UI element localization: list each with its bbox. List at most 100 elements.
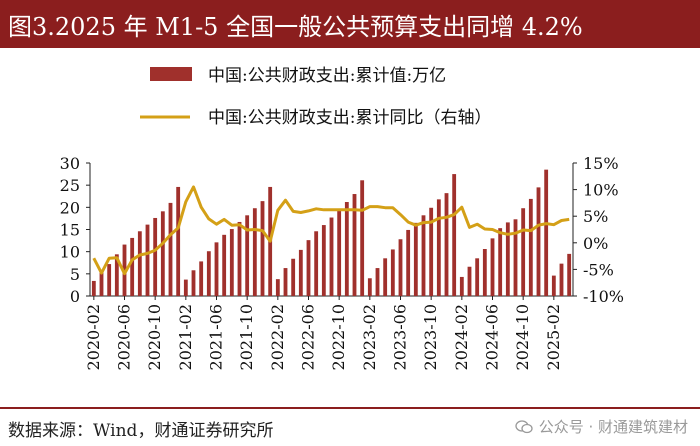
bar [153,217,158,296]
x-tick-label: 2024-06 [483,304,502,370]
bar [183,279,188,296]
x-tick-label: 2023-06 [391,304,410,370]
x-tick-label: 2020-02 [84,304,103,370]
bar [513,219,518,296]
bar [521,208,526,296]
bar [344,202,349,296]
axes: 0 5 10 15 20 25 30 -10% -5% 0% 5% 10% 15% 2020-02 2020… [60,154,624,370]
bar [429,207,434,296]
bar [206,251,211,296]
bar [283,268,288,296]
right-tick-label: 10% [583,181,619,200]
chart-title: 图3.2025 年 M1-5 全国一般公共预算支出同增 4.2% [8,13,583,41]
bar [329,217,334,296]
bar [137,231,142,296]
bar [222,234,227,296]
bar [360,180,365,296]
bar [375,268,380,296]
bar [160,211,165,296]
left-tick-label: 15 [60,221,80,240]
bar [551,275,556,296]
x-tick-label: 2022-10 [329,304,348,370]
bar [291,258,296,296]
bar [314,231,319,296]
bar [337,209,342,296]
right-tick-label: 15% [583,154,619,173]
bar [245,215,250,296]
bar [398,239,403,296]
bar [191,270,196,296]
bar [459,276,464,296]
x-tick-label: 2021-02 [176,304,195,370]
legend-bar-swatch [150,67,192,81]
bar [214,242,219,296]
bar [275,279,280,296]
left-tick-label: 0 [70,287,80,306]
bar [145,224,150,296]
bar [352,194,357,296]
bar [490,238,495,296]
bar [444,193,449,296]
bar [482,249,487,296]
bar [199,261,204,296]
x-tick-label: 2024-02 [452,304,471,370]
bar [229,229,234,296]
bar [306,240,311,296]
right-tick-label: -5% [583,260,614,279]
x-tick-label: 2023-10 [421,304,440,370]
wechat-icon [515,419,533,433]
x-tick-label: 2020-06 [115,304,134,370]
left-tick-label: 25 [60,176,80,195]
bar [467,266,472,296]
bar [367,278,372,296]
right-tick-label: 0% [583,234,608,253]
left-tick-label: 20 [60,198,80,217]
bar [436,199,441,296]
x-tick-label: 2022-02 [268,304,287,370]
bar [413,222,418,296]
bar [176,186,181,296]
bar [99,271,104,296]
x-tick-label: 2025-02 [544,304,563,370]
bar [421,215,426,296]
footer-divider [0,407,700,409]
bar [498,228,503,296]
bar [298,249,303,296]
bar [383,258,388,296]
bar [452,174,457,296]
left-tick-label: 30 [60,154,80,173]
bar [168,202,173,296]
bar [536,187,541,296]
bar [260,201,265,296]
bar [559,263,564,296]
legend-label-bar: 中国:公共财政支出:累计值:万亿 [208,66,446,86]
bar [237,221,242,296]
bar [505,222,510,296]
bar [321,225,326,296]
bar [91,280,96,296]
bar [475,258,480,296]
line-series [92,185,570,276]
x-tick-label: 2020-10 [145,304,164,370]
legend-label-line: 中国:公共财政支出:累计同比（右轴） [208,108,491,128]
bar [252,208,257,296]
right-tick-label: 5% [583,207,608,226]
title-bar: 图3.2025 年 M1-5 全国一般公共预算支出同增 4.2% [0,0,700,48]
watermark-text: 公众号 · 财通建筑建材 [538,418,688,436]
bar [130,237,135,296]
x-tick-label: 2021-06 [207,304,226,370]
bar [390,249,395,296]
x-tick-label: 2024-10 [513,304,532,370]
bar [107,264,112,296]
x-tick-label: 2023-02 [360,304,379,370]
x-tick-label: 2022-06 [299,304,318,370]
bar [114,254,119,296]
bar [528,198,533,296]
left-tick-label: 5 [70,265,80,284]
source-note: 数据来源：Wind，财通证券研究所 [8,421,274,441]
bar [567,253,572,296]
left-tick-label: 10 [60,243,80,262]
bar [544,169,549,296]
x-tick-label: 2021-10 [237,304,256,370]
